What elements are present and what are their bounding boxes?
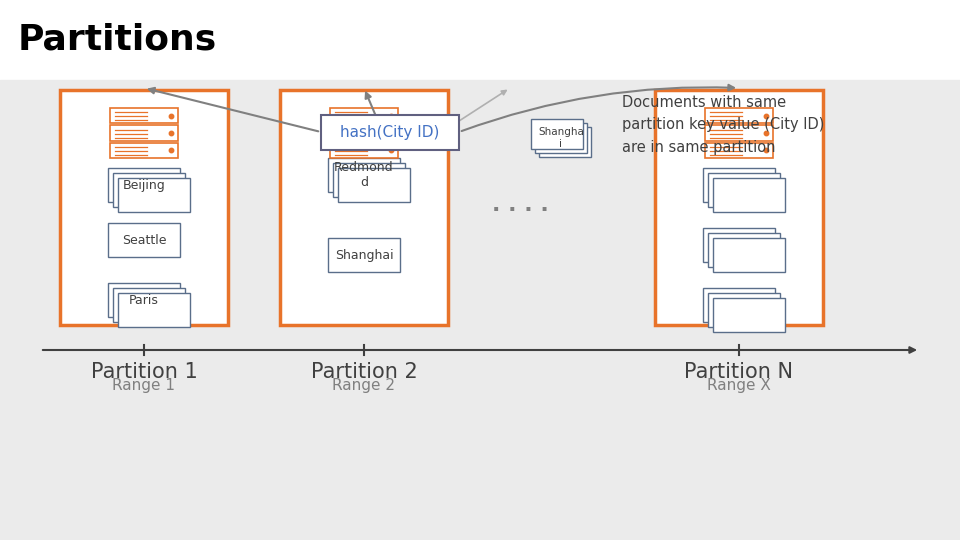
Bar	[110, 125, 178, 140]
Text: Partition N: Partition N	[684, 362, 794, 382]
Bar	[708, 233, 780, 267]
Bar	[531, 119, 583, 149]
Text: Seattle: Seattle	[122, 233, 166, 246]
Bar	[113, 173, 185, 207]
Bar	[705, 125, 773, 140]
Bar	[703, 228, 775, 262]
Bar	[328, 158, 400, 192]
Bar	[110, 143, 178, 158]
Text: Partitions: Partitions	[18, 23, 217, 57]
Bar	[60, 90, 228, 325]
Text: Range 2: Range 2	[332, 378, 396, 393]
Text: Partition 1: Partition 1	[90, 362, 198, 382]
Bar	[333, 163, 405, 197]
Bar	[0, 80, 960, 540]
Bar	[108, 223, 180, 257]
Bar	[703, 168, 775, 202]
Bar	[108, 283, 180, 317]
Bar	[703, 288, 775, 322]
Bar	[655, 90, 823, 325]
Text: Shanghai: Shanghai	[335, 248, 394, 261]
Bar	[108, 168, 180, 202]
Text: Beijing: Beijing	[123, 179, 165, 192]
Bar	[330, 125, 398, 140]
Text: Documents with same
partition key value (City ID)
are in same partition: Documents with same partition key value …	[622, 95, 825, 154]
Text: . . . .: . . . .	[492, 195, 548, 215]
Bar	[705, 108, 773, 123]
Bar	[705, 143, 773, 158]
Bar	[280, 90, 448, 325]
Bar	[338, 168, 410, 202]
Bar	[110, 108, 178, 123]
Text: Range 1: Range 1	[112, 378, 176, 393]
Bar	[713, 298, 785, 332]
Bar	[708, 293, 780, 327]
Bar	[539, 127, 591, 157]
Bar	[713, 238, 785, 272]
Bar	[713, 178, 785, 212]
Bar	[535, 123, 587, 153]
Text: Partition 2: Partition 2	[311, 362, 418, 382]
Bar	[118, 293, 190, 327]
Text: hash(City ID): hash(City ID)	[340, 125, 440, 139]
Bar	[330, 143, 398, 158]
Bar	[708, 173, 780, 207]
Text: Redmond
d: Redmond d	[334, 161, 394, 189]
Bar	[0, 0, 960, 80]
Bar	[330, 108, 398, 123]
Text: Paris: Paris	[129, 294, 159, 307]
Text: Range X: Range X	[708, 378, 771, 393]
Bar	[321, 114, 459, 150]
Bar	[113, 288, 185, 322]
Bar	[328, 238, 400, 272]
Text: Shangha
i: Shangha i	[538, 127, 584, 149]
Bar	[118, 178, 190, 212]
